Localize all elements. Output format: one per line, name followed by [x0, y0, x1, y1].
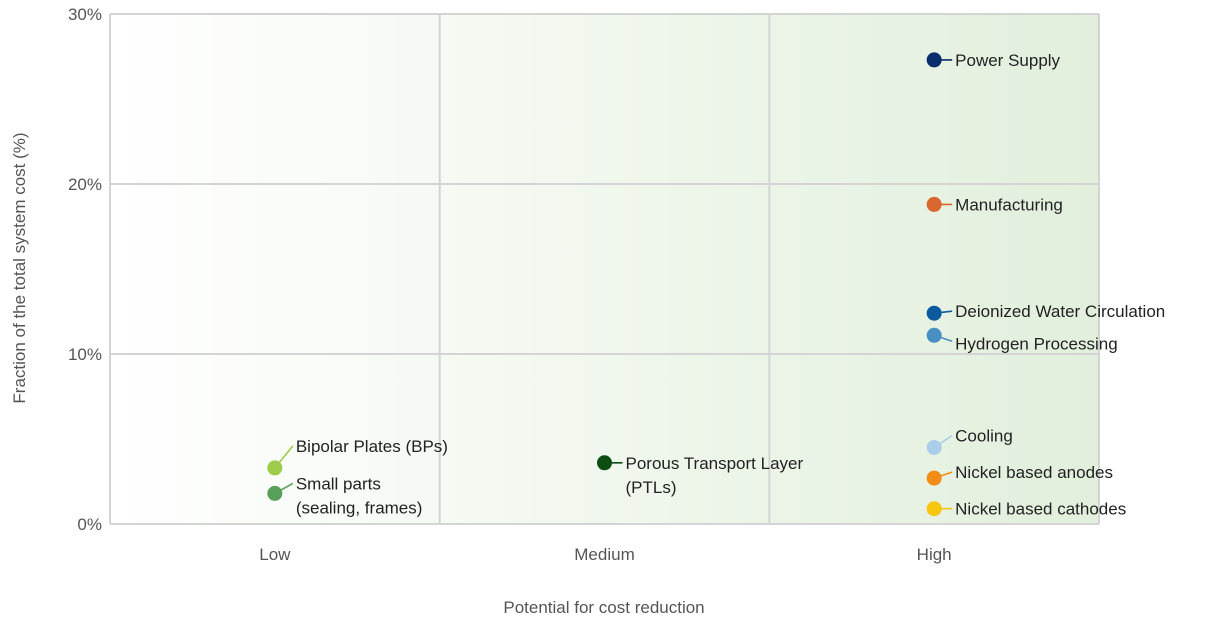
- grid: [109, 13, 1100, 525]
- point-label: Manufacturing: [955, 195, 1063, 214]
- data-point: [267, 460, 283, 476]
- data-point: [926, 52, 942, 68]
- x-axis-title: Potential for cost reduction: [503, 598, 704, 617]
- data-point: [926, 196, 942, 212]
- y-tick-labels: 0% 10% 20% 30%: [68, 5, 102, 534]
- point-label: Cooling: [955, 427, 1013, 446]
- data-point: [926, 440, 942, 455]
- y-tick-label: 10%: [68, 345, 102, 364]
- x-tick-label: High: [917, 545, 952, 564]
- data-points: Power Supply Manufacturing Deionized Water…: [267, 51, 1165, 519]
- point-group: Deionized Water Circulation: [926, 302, 1165, 321]
- point-label: (sealing, frames): [296, 498, 423, 517]
- point-label: Power Supply: [955, 51, 1060, 70]
- data-point: [267, 485, 283, 501]
- point-group: Porous Transport Layer (PTLs): [597, 454, 803, 497]
- y-axis-title: Fraction of the total system cost (%): [10, 132, 29, 403]
- point-label: Hydrogen Processing: [955, 334, 1118, 353]
- data-point: [926, 501, 942, 517]
- point-label: Nickel based cathodes: [955, 500, 1126, 519]
- x-tick-labels: Low Medium High: [259, 545, 951, 564]
- point-group: Bipolar Plates (BPs): [267, 437, 448, 476]
- point-label: Porous Transport Layer: [626, 454, 804, 473]
- point-group: Power Supply: [926, 51, 1061, 70]
- x-tick-label: Low: [259, 545, 291, 564]
- point-group: Cooling: [926, 427, 1013, 455]
- plot-background: [110, 14, 1099, 524]
- point-label: Nickel based anodes: [955, 463, 1113, 482]
- point-label: Bipolar Plates (BPs): [296, 437, 448, 456]
- point-group: Hydrogen Processing: [926, 327, 1118, 353]
- point-group: Small parts (sealing, frames): [267, 474, 422, 517]
- point-group: Nickel based anodes: [926, 463, 1113, 486]
- data-point: [926, 470, 942, 486]
- y-tick-label: 20%: [68, 175, 102, 194]
- point-label: (PTLs): [626, 478, 677, 497]
- data-point: [926, 327, 942, 343]
- point-label: Deionized Water Circulation: [955, 302, 1165, 321]
- data-point: [926, 305, 942, 321]
- point-group: Nickel based cathodes: [926, 500, 1126, 519]
- point-group: Manufacturing: [926, 195, 1063, 214]
- x-tick-label: Medium: [574, 545, 634, 564]
- y-tick-label: 0%: [77, 515, 102, 534]
- y-tick-label: 30%: [68, 5, 102, 24]
- point-label: Small parts: [296, 474, 381, 493]
- data-point: [597, 455, 612, 471]
